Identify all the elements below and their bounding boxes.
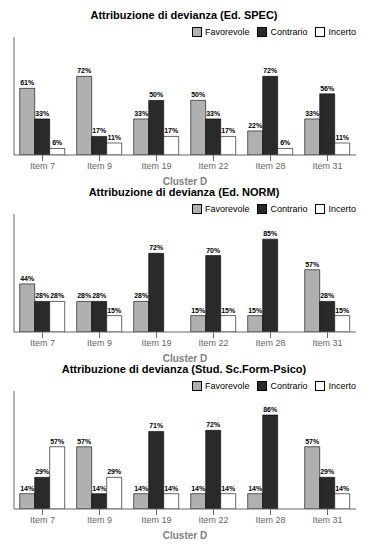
svg-text:33%: 33% — [305, 110, 320, 117]
svg-text:Item 19: Item 19 — [141, 515, 171, 525]
svg-text:72%: 72% — [149, 244, 164, 251]
svg-text:33%: 33% — [35, 110, 50, 117]
svg-text:17%: 17% — [92, 127, 107, 134]
html-text:Incerto: Incerto — [328, 27, 356, 37]
svg-text:72%: 72% — [206, 421, 221, 428]
svg-text:28%: 28% — [77, 292, 92, 299]
svg-text:Item 9: Item 9 — [87, 515, 112, 525]
svg-text:6%: 6% — [52, 139, 63, 146]
svg-text:Item 7: Item 7 — [30, 515, 55, 525]
svg-text:17%: 17% — [164, 127, 179, 134]
svg-text:14%: 14% — [134, 485, 149, 492]
svg-text:33%: 33% — [206, 110, 221, 117]
svg-text:22%: 22% — [248, 122, 263, 129]
html-text:Attribuzione di devianza (Stud: Attribuzione di devianza (Stud. Sc.Form-… — [61, 363, 307, 375]
svg-text:Cluster D: Cluster D — [163, 176, 207, 185]
svg-text:28%: 28% — [50, 292, 65, 299]
svg-text:61%: 61% — [20, 79, 35, 86]
svg-text:Item 31: Item 31 — [312, 161, 342, 171]
svg-text:Item 28: Item 28 — [255, 338, 285, 348]
html-text:Contrario: Contrario — [270, 27, 308, 37]
svg-text:15%: 15% — [221, 307, 236, 314]
svg-text:29%: 29% — [35, 468, 50, 475]
svg-text:50%: 50% — [149, 91, 164, 98]
svg-text:6%: 6% — [280, 139, 291, 146]
svg-text:Item 22: Item 22 — [198, 338, 228, 348]
html-text:Attribuzione di devianza (Ed.: Attribuzione di devianza (Ed. SPEC) — [90, 9, 278, 21]
svg-text:15%: 15% — [107, 307, 122, 314]
svg-text:14%: 14% — [191, 485, 206, 492]
svg-text:Item 22: Item 22 — [198, 161, 228, 171]
svg-text:70%: 70% — [206, 247, 221, 254]
svg-text:Item 7: Item 7 — [30, 338, 55, 348]
svg-text:Cluster D: Cluster D — [163, 353, 207, 362]
svg-text:17%: 17% — [221, 127, 236, 134]
html-text:Favorevole: Favorevole — [204, 204, 250, 214]
svg-text:14%: 14% — [92, 485, 107, 492]
svg-text:57%: 57% — [305, 438, 320, 445]
svg-text:15%: 15% — [335, 307, 350, 314]
svg-text:Item 19: Item 19 — [141, 161, 171, 171]
svg-text:Item 7: Item 7 — [30, 161, 55, 171]
svg-text:56%: 56% — [320, 85, 335, 92]
html-text:Attribuzione di devianza (Ed.: Attribuzione di devianza (Ed. NORM) — [88, 186, 280, 198]
svg-text:57%: 57% — [50, 438, 65, 445]
html-text:Favorevole: Favorevole — [204, 27, 250, 37]
svg-text:14%: 14% — [248, 485, 263, 492]
html-text:Incerto: Incerto — [328, 381, 356, 391]
svg-text:Item 19: Item 19 — [141, 338, 171, 348]
svg-text:14%: 14% — [221, 485, 236, 492]
svg-text:33%: 33% — [134, 110, 149, 117]
svg-text:11%: 11% — [335, 134, 349, 141]
html-text:Contrario: Contrario — [270, 381, 308, 391]
svg-text:15%: 15% — [191, 307, 206, 314]
svg-text:86%: 86% — [263, 406, 278, 413]
svg-text:85%: 85% — [263, 230, 278, 237]
svg-text:Item 31: Item 31 — [312, 338, 342, 348]
svg-text:29%: 29% — [107, 468, 122, 475]
svg-text:57%: 57% — [77, 438, 92, 445]
html-text:Favorevole: Favorevole — [204, 381, 250, 391]
svg-text:29%: 29% — [320, 468, 335, 475]
svg-text:72%: 72% — [263, 67, 278, 74]
svg-text:15%: 15% — [248, 307, 263, 314]
svg-text:14%: 14% — [20, 485, 35, 492]
svg-text:14%: 14% — [335, 485, 350, 492]
svg-text:Item 28: Item 28 — [255, 161, 285, 171]
svg-text:Cluster D: Cluster D — [163, 530, 207, 539]
svg-text:14%: 14% — [164, 485, 179, 492]
svg-text:28%: 28% — [320, 292, 335, 299]
svg-text:28%: 28% — [92, 292, 107, 299]
svg-text:50%: 50% — [191, 91, 206, 98]
svg-text:Item 31: Item 31 — [312, 515, 342, 525]
svg-text:57%: 57% — [305, 261, 320, 268]
svg-text:11%: 11% — [107, 134, 121, 141]
svg-text:Item 9: Item 9 — [87, 338, 112, 348]
html-text:Incerto: Incerto — [328, 204, 356, 214]
svg-text:44%: 44% — [20, 275, 35, 282]
svg-text:Item 22: Item 22 — [198, 515, 228, 525]
svg-text:28%: 28% — [134, 292, 149, 299]
svg-text:Item 28: Item 28 — [255, 515, 285, 525]
svg-text:28%: 28% — [35, 292, 50, 299]
svg-text:72%: 72% — [77, 67, 92, 74]
svg-text:Item 9: Item 9 — [87, 161, 112, 171]
svg-text:71%: 71% — [149, 422, 164, 429]
html-text:Contrario: Contrario — [270, 204, 308, 214]
